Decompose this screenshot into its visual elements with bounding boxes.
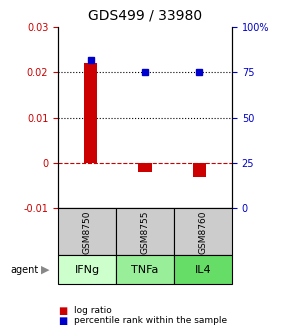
Bar (138, 163, 152, 172)
Text: TNFa: TNFa (131, 265, 159, 275)
Text: GSM8755: GSM8755 (140, 210, 150, 254)
Text: ■: ■ (58, 306, 67, 316)
Text: ▶: ▶ (41, 265, 49, 275)
Text: GSM8760: GSM8760 (198, 210, 208, 254)
Bar (193, 163, 206, 177)
Text: percentile rank within the sample: percentile rank within the sample (74, 317, 227, 325)
Text: agent: agent (10, 265, 38, 275)
Text: IL4: IL4 (195, 265, 211, 275)
Text: IFNg: IFNg (75, 265, 99, 275)
Text: GSM8750: GSM8750 (82, 210, 92, 254)
Text: GDS499 / 33980: GDS499 / 33980 (88, 8, 202, 22)
Text: ■: ■ (58, 316, 67, 326)
Bar (84, 63, 97, 163)
Text: log ratio: log ratio (74, 306, 112, 315)
